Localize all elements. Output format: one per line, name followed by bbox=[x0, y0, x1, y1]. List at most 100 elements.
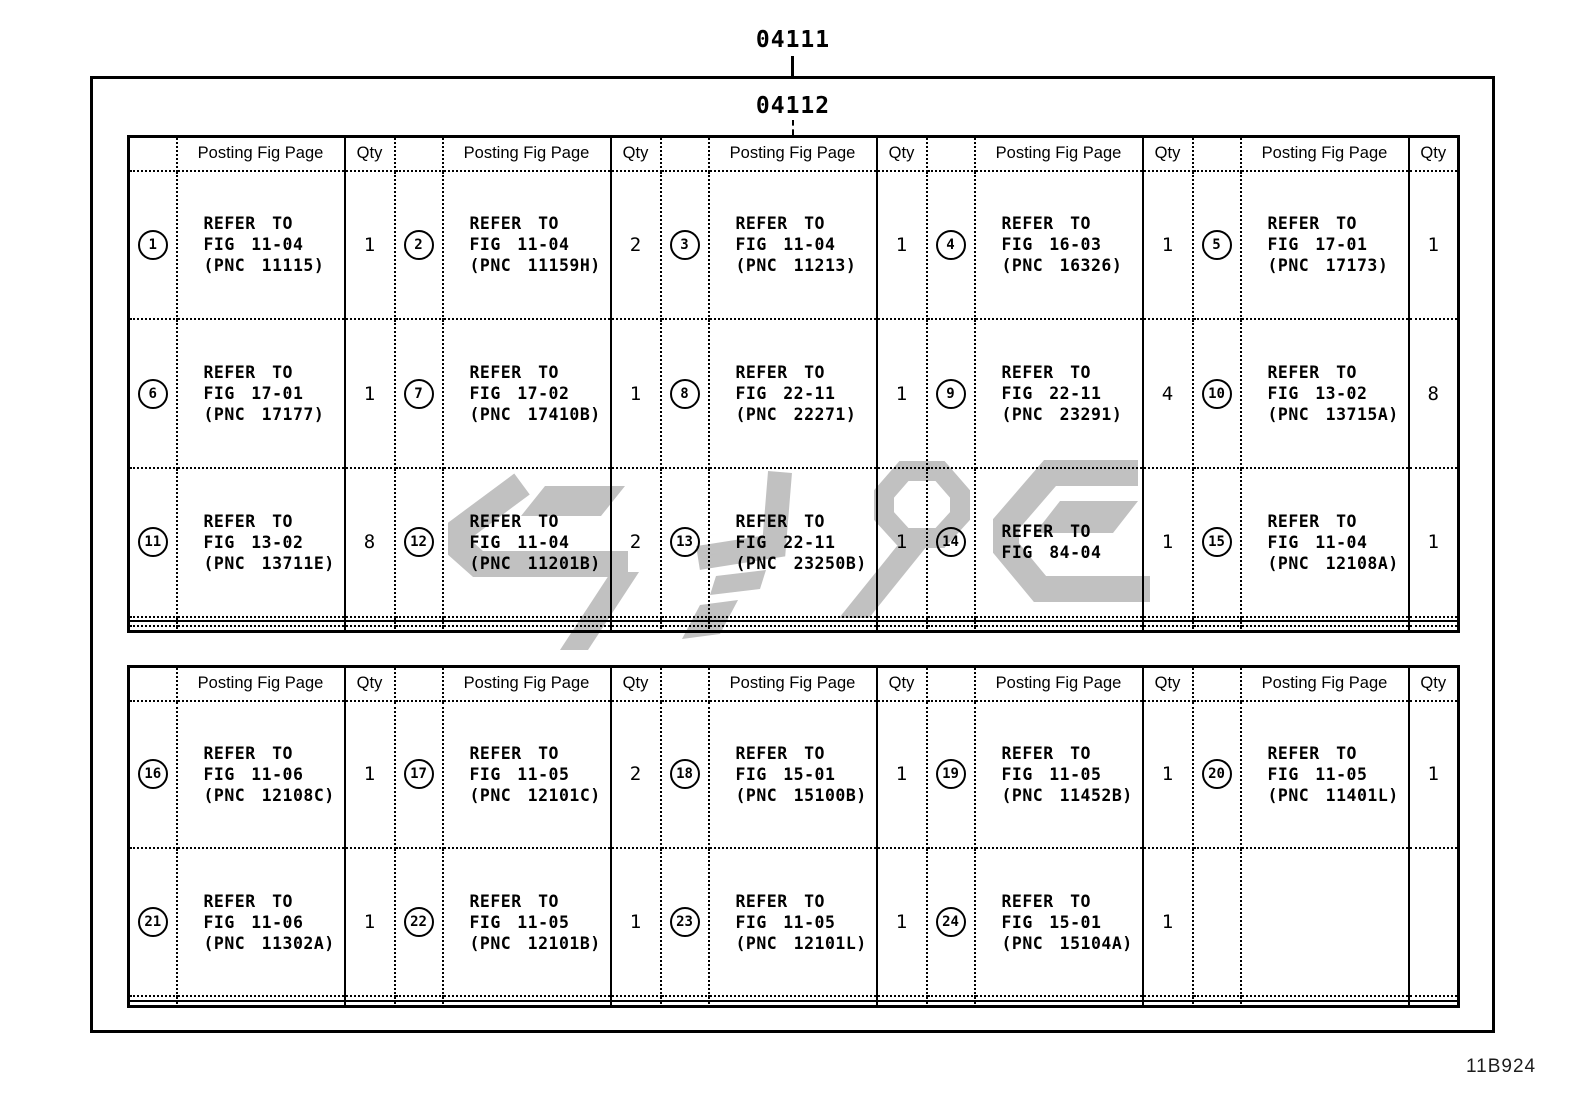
posting-fig-cell bbox=[973, 624, 1144, 633]
item-number-header bbox=[127, 665, 178, 702]
item-number-cell: 21 bbox=[127, 847, 178, 998]
posting-fig-reference: REFER TO FIG 11-05 (PNC 11401L) bbox=[1267, 743, 1399, 805]
posting-fig-reference: REFER TO FIG 11-05 (PNC 12101C) bbox=[469, 743, 601, 805]
posting-fig-cell bbox=[1239, 847, 1410, 998]
item-number-badge: 18 bbox=[669, 759, 700, 790]
item-number-header bbox=[1191, 665, 1242, 702]
posting-fig-reference: REFER TO FIG 11-04 (PNC 12108A) bbox=[1267, 511, 1399, 573]
posting-fig-cell: REFER TO FIG 13-02 (PNC 13715A) bbox=[1239, 318, 1410, 469]
posting-fig-reference: REFER TO FIG 11-05 (PNC 12101L) bbox=[735, 891, 867, 953]
posting-fig-cell: REFER TO FIG 22-11 (PNC 22271) bbox=[707, 318, 878, 469]
posting-fig-reference: REFER TO FIG 22-11 (PNC 22271) bbox=[735, 363, 857, 425]
qty-cell: 1 bbox=[343, 847, 396, 998]
item-number-cell bbox=[659, 624, 710, 633]
part-code-04112: 04112 bbox=[755, 93, 831, 119]
posting-fig-cell: REFER TO FIG 15-01 (PNC 15100B) bbox=[707, 699, 878, 850]
qty-cell bbox=[609, 999, 662, 1008]
qty-cell bbox=[609, 624, 662, 633]
qty-cell bbox=[1407, 847, 1460, 998]
item-number-cell: 1 bbox=[127, 169, 178, 321]
item-number-badge: 7 bbox=[403, 378, 434, 409]
posting-table-lower: Posting Fig Page Qty Posting Fig Page Qty Po… bbox=[127, 665, 1460, 1008]
posting-fig-cell: REFER TO FIG 22-11 (PNC 23250B) bbox=[707, 466, 878, 618]
posting-fig-cell: REFER TO FIG 11-06 (PNC 12108C) bbox=[175, 699, 346, 850]
item-number-badge: 1 bbox=[137, 229, 168, 260]
qty-cell: 8 bbox=[343, 466, 396, 618]
item-number-badge: 8 bbox=[669, 378, 700, 409]
posting-fig-header: Posting Fig Page bbox=[175, 665, 346, 702]
qty-cell: 1 bbox=[343, 318, 396, 469]
item-number-badge: 2 bbox=[403, 229, 434, 260]
item-number-badge: 11 bbox=[137, 527, 168, 558]
outer-frame bbox=[90, 76, 1495, 1033]
qty-cell: 1 bbox=[875, 847, 928, 998]
item-number-cell: 15 bbox=[1191, 466, 1242, 618]
item-number-badge: 17 bbox=[403, 759, 434, 790]
qty-cell: 1 bbox=[875, 466, 928, 618]
item-number-badge: 13 bbox=[669, 527, 700, 558]
posting-fig-cell: REFER TO FIG 84-04 bbox=[973, 466, 1144, 618]
qty-cell bbox=[1407, 624, 1460, 633]
posting-fig-cell: REFER TO FIG 16-03 (PNC 16326) bbox=[973, 169, 1144, 321]
item-number-cell bbox=[659, 999, 710, 1008]
item-number-badge: 24 bbox=[935, 907, 966, 938]
qty-cell: 1 bbox=[609, 318, 662, 469]
qty-cell: 1 bbox=[1407, 699, 1460, 850]
qty-cell: 1 bbox=[343, 699, 396, 850]
qty-header: Qty bbox=[1407, 135, 1460, 172]
posting-fig-reference: REFER TO FIG 11-04 (PNC 11115) bbox=[203, 214, 325, 276]
item-number-badge: 14 bbox=[935, 527, 966, 558]
posting-fig-header: Posting Fig Page bbox=[441, 135, 612, 172]
header-row: Posting Fig Page Qty Posting Fig Page Qty Po… bbox=[127, 135, 1460, 172]
table-row: 6 REFER TO FIG 17-01 (PNC 17177) 1 7 REFER T… bbox=[127, 318, 1460, 469]
posting-fig-cell bbox=[707, 999, 878, 1008]
posting-fig-cell: REFER TO FIG 22-11 (PNC 23291) bbox=[973, 318, 1144, 469]
qty-cell: 1 bbox=[609, 847, 662, 998]
posting-fig-cell: REFER TO FIG 11-05 (PNC 11401L) bbox=[1239, 699, 1410, 850]
posting-fig-reference: REFER TO FIG 13-02 (PNC 13715A) bbox=[1267, 363, 1399, 425]
qty-cell: 4 bbox=[1141, 318, 1194, 469]
item-number-header bbox=[127, 135, 178, 172]
posting-fig-cell: REFER TO FIG 13-02 (PNC 13711E) bbox=[175, 466, 346, 618]
item-number-badge: 5 bbox=[1201, 229, 1232, 260]
posting-fig-cell: REFER TO FIG 11-05 (PNC 12101C) bbox=[441, 699, 612, 850]
item-number-cell: 23 bbox=[659, 847, 710, 998]
posting-fig-header: Posting Fig Page bbox=[707, 665, 878, 702]
item-number-badge: 15 bbox=[1201, 527, 1232, 558]
empty-row bbox=[127, 999, 1460, 1008]
posting-fig-header: Posting Fig Page bbox=[1239, 135, 1410, 172]
posting-fig-cell: REFER TO FIG 11-05 (PNC 11452B) bbox=[973, 699, 1144, 850]
posting-fig-header: Posting Fig Page bbox=[175, 135, 346, 172]
item-number-cell: 8 bbox=[659, 318, 710, 469]
item-number-header bbox=[925, 135, 976, 172]
posting-fig-reference: REFER TO FIG 11-05 (PNC 12101B) bbox=[469, 891, 601, 953]
posting-fig-header: Posting Fig Page bbox=[1239, 665, 1410, 702]
posting-fig-cell: REFER TO FIG 11-05 (PNC 12101L) bbox=[707, 847, 878, 998]
item-number-cell bbox=[925, 999, 976, 1008]
table-row: 11 REFER TO FIG 13-02 (PNC 13711E) 8 12 REFE… bbox=[127, 466, 1460, 618]
qty-header: Qty bbox=[609, 665, 662, 702]
item-number-cell: 2 bbox=[393, 169, 444, 321]
posting-fig-reference: REFER TO FIG 22-11 (PNC 23291) bbox=[1001, 363, 1123, 425]
table-lower-head: Posting Fig Page Qty Posting Fig Page Qty Po… bbox=[127, 665, 1460, 702]
posting-fig-header: Posting Fig Page bbox=[441, 665, 612, 702]
qty-cell: 1 bbox=[1407, 466, 1460, 618]
posting-fig-reference: REFER TO FIG 11-05 (PNC 11452B) bbox=[1001, 743, 1133, 805]
connector-line-solid bbox=[791, 56, 794, 76]
item-number-cell bbox=[1191, 847, 1242, 998]
posting-fig-cell bbox=[707, 624, 878, 633]
posting-fig-cell: REFER TO FIG 11-04 (PNC 12108A) bbox=[1239, 466, 1410, 618]
qty-cell: 1 bbox=[1141, 699, 1194, 850]
qty-header: Qty bbox=[343, 665, 396, 702]
connector-line-dashed bbox=[792, 120, 794, 135]
qty-cell: 1 bbox=[1141, 169, 1194, 321]
posting-fig-cell bbox=[441, 624, 612, 633]
posting-fig-cell: REFER TO FIG 11-04 (PNC 11159H) bbox=[441, 169, 612, 321]
table-row: 16 REFER TO FIG 11-06 (PNC 12108C) 1 17 REFE… bbox=[127, 699, 1460, 850]
qty-cell: 1 bbox=[1141, 847, 1194, 998]
qty-cell bbox=[1407, 999, 1460, 1008]
item-number-cell bbox=[1191, 624, 1242, 633]
item-number-badge: 9 bbox=[935, 378, 966, 409]
sheet-code: 11B924 bbox=[1466, 1056, 1537, 1077]
qty-header: Qty bbox=[1407, 665, 1460, 702]
